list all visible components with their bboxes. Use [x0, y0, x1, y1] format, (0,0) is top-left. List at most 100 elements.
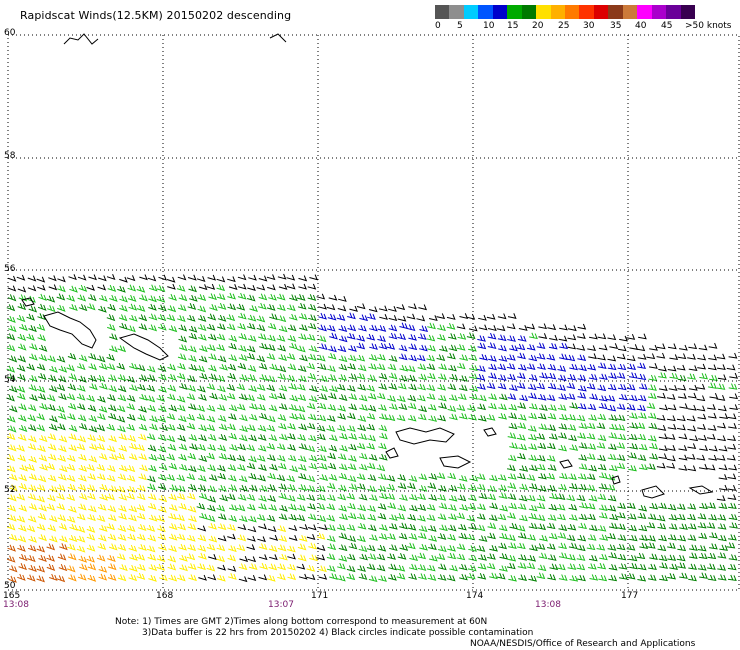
wind-barb — [369, 494, 378, 502]
wind-barb — [566, 534, 576, 542]
wind-barb — [278, 384, 288, 392]
wind-barb — [677, 544, 687, 552]
wind-barb — [587, 403, 597, 411]
wind-barb — [469, 393, 478, 400]
wind-barb — [109, 345, 118, 353]
wind-barb — [516, 524, 526, 532]
wind-barb — [258, 574, 268, 581]
wind-barb — [507, 335, 516, 342]
wind-barb — [36, 363, 46, 371]
wind-barb — [597, 525, 607, 532]
wind-barb — [208, 353, 217, 361]
wind-barb — [156, 515, 166, 523]
wind-barb — [166, 314, 176, 322]
wind-barb — [576, 544, 586, 552]
wind-barb — [588, 563, 597, 570]
wind-barb — [647, 574, 657, 581]
wind-barb — [298, 464, 307, 471]
wind-barb — [669, 372, 679, 380]
wind-barb — [469, 385, 479, 392]
wind-barb — [7, 315, 16, 323]
wind-barb — [339, 444, 348, 452]
wind-barb — [547, 364, 557, 371]
wind-barb — [597, 333, 607, 340]
wind-barb — [16, 493, 26, 501]
wind-barb — [168, 325, 178, 333]
wind-barb — [249, 484, 258, 492]
wind-barb — [418, 304, 428, 311]
wind-barb — [86, 303, 96, 311]
wind-barb — [588, 524, 598, 532]
wind-barb — [106, 474, 116, 482]
wind-barb — [427, 574, 437, 581]
wind-barb — [388, 383, 398, 390]
wind-barb — [529, 332, 538, 340]
wind-barb — [576, 494, 586, 502]
wind-barb — [276, 334, 286, 342]
wind-barb — [218, 393, 228, 401]
wind-barb — [456, 553, 466, 561]
wind-barb — [307, 372, 317, 380]
wind-barb — [217, 323, 226, 331]
lat-label-60: 60 — [4, 28, 16, 38]
wind-barb — [158, 373, 167, 381]
wind-barb — [377, 503, 387, 510]
wind-barb — [369, 534, 378, 541]
wind-barb — [539, 372, 548, 379]
wind-barb — [497, 334, 507, 342]
wind-barb — [206, 564, 216, 572]
wind-barb — [227, 276, 236, 283]
wind-barb — [166, 453, 176, 461]
wind-barb — [258, 503, 267, 511]
wind-barb — [687, 513, 696, 521]
wind-barb — [356, 303, 366, 310]
wind-barb — [638, 333, 647, 340]
wind-barb — [458, 532, 468, 540]
island-st-matthew — [118, 333, 169, 361]
wind-barb — [459, 504, 469, 511]
wind-barb — [99, 483, 108, 491]
wind-barb — [247, 556, 257, 563]
wind-barb — [27, 275, 37, 282]
wind-barb — [237, 443, 247, 451]
wind-barb — [198, 455, 208, 462]
wind-barb — [148, 284, 158, 292]
wind-barb — [348, 542, 358, 550]
wind-barb — [148, 453, 158, 461]
wind-barb — [697, 564, 707, 571]
wind-barb — [567, 374, 577, 381]
wind-barb — [517, 472, 526, 480]
wind-barb — [459, 573, 468, 581]
wind-barb — [716, 395, 726, 401]
wind-barb — [197, 525, 207, 532]
wind-barb — [287, 545, 296, 553]
wind-barb — [239, 484, 248, 492]
wind-barb — [659, 404, 668, 411]
wind-barb — [99, 493, 108, 501]
wind-barb — [537, 363, 546, 370]
wind-barb — [558, 444, 568, 452]
wind-barb — [277, 315, 287, 323]
wind-barb — [367, 514, 377, 521]
wind-barb — [156, 285, 166, 293]
wind-barb — [388, 372, 398, 380]
wind-barb — [587, 443, 597, 450]
wind-barb — [276, 474, 286, 482]
wind-barb — [728, 352, 738, 359]
wind-barb — [98, 305, 107, 313]
wind-barb — [598, 483, 608, 490]
wind-barb — [538, 423, 548, 431]
wind-barb — [267, 472, 277, 480]
wind-barb — [656, 343, 666, 350]
wind-barb — [727, 443, 737, 450]
wind-barb — [267, 284, 276, 291]
wind-barb — [326, 553, 336, 561]
wind-barb — [506, 464, 516, 472]
wind-barb — [508, 412, 518, 420]
wind-barb — [58, 435, 68, 443]
wind-barb — [318, 565, 327, 573]
wind-barb — [358, 545, 368, 553]
wind-barb — [458, 475, 468, 482]
wind-barb — [368, 575, 378, 583]
wind-barb — [168, 523, 178, 531]
